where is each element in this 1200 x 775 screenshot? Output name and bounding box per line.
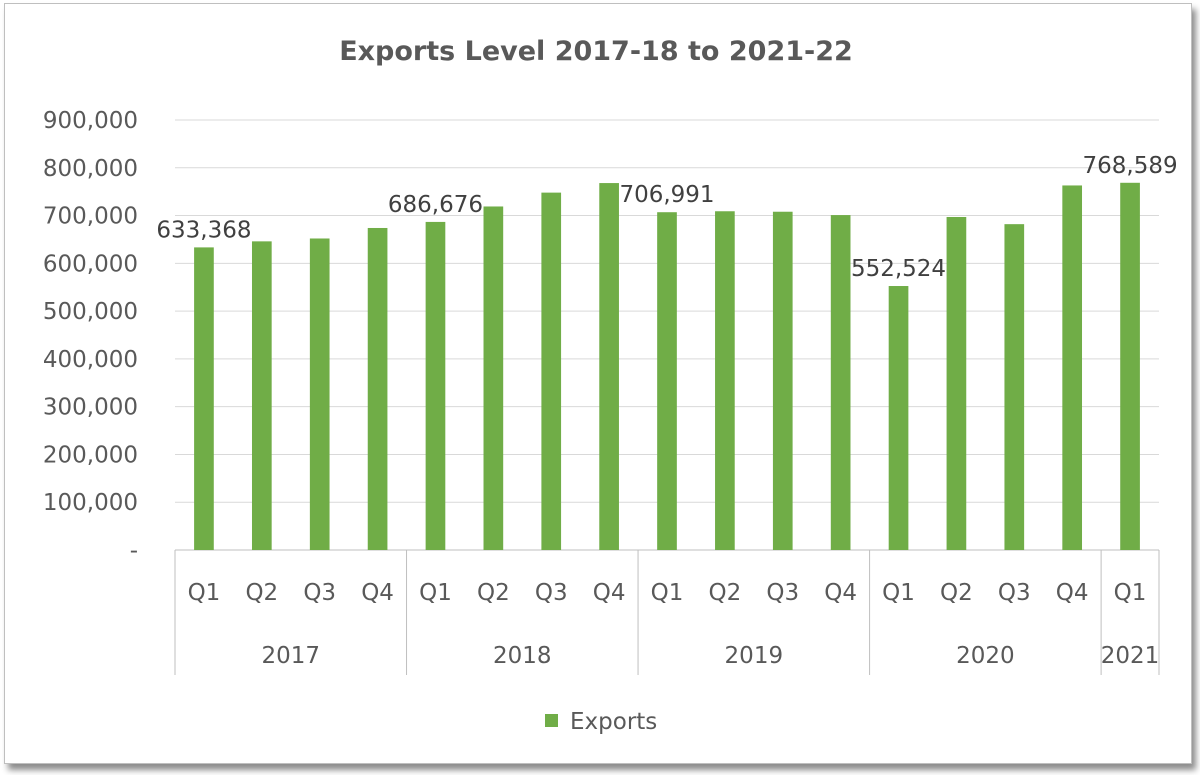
group-label: 2019 (725, 643, 784, 669)
bar (888, 286, 909, 550)
y-tick-label: 100,000 (43, 490, 138, 516)
group-label: 2017 (261, 643, 320, 669)
x-tick-label: Q2 (477, 580, 510, 606)
x-tick-label: Q4 (361, 580, 394, 606)
bar (425, 221, 446, 551)
bar (946, 216, 967, 550)
x-tick-label: Q4 (824, 580, 857, 606)
x-tick-label: Q3 (766, 580, 799, 606)
x-tick-label: Q2 (245, 580, 278, 606)
bar (657, 212, 677, 551)
data-label: 706,991 (619, 182, 714, 208)
x-tick-label: Q2 (709, 580, 742, 606)
x-tick-label: Q1 (651, 580, 684, 606)
x-tick-label: Q1 (188, 580, 221, 606)
data-label: 768,589 (1082, 153, 1177, 179)
x-tick-label: Q1 (419, 580, 452, 606)
y-tick-label: 700,000 (43, 204, 138, 230)
bar (830, 215, 851, 551)
y-tick-label: 900,000 (43, 108, 138, 134)
bar (251, 241, 272, 550)
bar (715, 211, 735, 550)
bar (772, 211, 793, 550)
data-label: 633,368 (156, 217, 251, 243)
x-tick-label: Q1 (882, 580, 915, 606)
x-tick-label: Q2 (940, 580, 973, 606)
y-tick-label: 300,000 (43, 395, 138, 421)
y-tick-label: - (130, 538, 138, 564)
y-tick-label: 800,000 (43, 156, 138, 182)
legend-label: Exports (570, 709, 657, 735)
x-tick-label: Q4 (593, 580, 626, 606)
group-label: 2018 (493, 643, 552, 669)
bar (541, 192, 562, 550)
data-label: 552,524 (851, 256, 946, 282)
bar (599, 183, 619, 551)
bar (367, 227, 388, 550)
chart-title: Exports Level 2017-18 to 2021-22 (339, 36, 853, 67)
bar (1004, 224, 1025, 550)
y-tick-label: 400,000 (43, 347, 138, 373)
data-label: 686,676 (388, 192, 483, 218)
bar (483, 206, 504, 550)
bar (309, 238, 330, 550)
y-tick-label: 600,000 (43, 251, 138, 277)
x-tick-label: Q3 (535, 580, 568, 606)
y-tick-label: 500,000 (43, 299, 138, 325)
x-tick-label: Q3 (303, 580, 336, 606)
legend-swatch (545, 714, 558, 727)
x-tick-label: Q4 (1056, 580, 1089, 606)
bar (194, 247, 214, 550)
bar (1120, 182, 1140, 550)
group-label: 2020 (956, 643, 1015, 669)
x-tick-label: Q1 (1114, 580, 1147, 606)
x-tick-label: Q3 (998, 580, 1031, 606)
group-label: 2021 (1101, 643, 1160, 669)
y-tick-label: 200,000 (43, 442, 138, 468)
bar (1062, 185, 1083, 550)
